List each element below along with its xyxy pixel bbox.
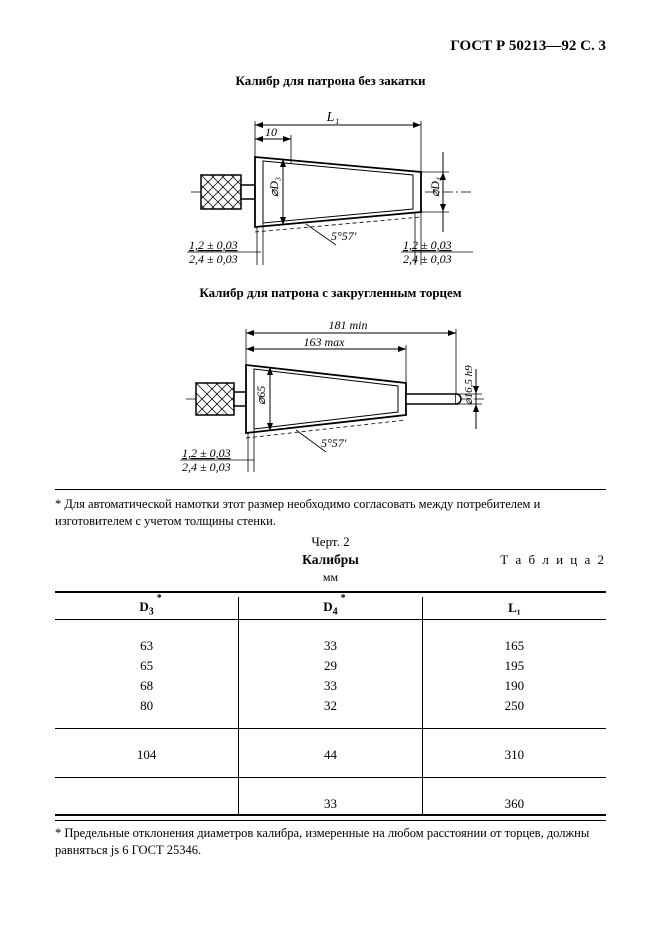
table-label: Т а б л и ц а 2 [500, 552, 606, 568]
table-row: 6529195 [55, 656, 606, 676]
fig1-caption: Калибр для патрона без закатки [55, 73, 606, 89]
fig1-D3: ⌀D₃ [267, 177, 281, 197]
chert-label: Черт. 2 [55, 534, 606, 550]
fig1-tol-tl: 1,2 ± 0,03 [189, 238, 238, 252]
fig1-drawing: L₁ 10 ⌀D₃ ⌀D₄ 5°57′ 1,2 ± 0,03 2,4 ± 0,0… [55, 97, 606, 277]
fig1-D4: ⌀D₄ [428, 177, 442, 197]
table-row: 6833190 [55, 676, 606, 696]
fig1-tol-br: 2,4 ± 0,03 [403, 252, 452, 266]
fig2-D165: ⌀16,5 h9 [463, 365, 475, 405]
col-l1: L₁ [422, 597, 606, 620]
fig2-tol-bl: 2,4 ± 0,03 [182, 460, 231, 474]
col-d3: D*3 [55, 597, 239, 620]
fig1-10: 10 [265, 125, 277, 139]
fig1-angle: 5°57′ [331, 229, 357, 243]
table-row: 10444310 [55, 745, 606, 765]
table-row: 6333165 [55, 636, 606, 656]
fig2-min: 181 min [328, 318, 367, 332]
table-unit: мм [55, 570, 606, 585]
table-row: 8032250 [55, 696, 606, 716]
fig1-L1: L₁ [325, 110, 339, 125]
fig2-caption: Калибр для патрона с закругленным торцем [55, 285, 606, 301]
doc-header: ГОСТ Р 50213—92 С. 3 [55, 38, 606, 55]
fig2-max: 163 max [303, 335, 345, 349]
table-row: 33360 [55, 794, 606, 815]
fig2-tol-tl: 1,2 ± 0,03 [182, 446, 231, 460]
fig1-tol-bl: 2,4 ± 0,03 [189, 252, 238, 266]
calibers-table: D*3 D*4 L₁ 6333165 6529195 6833190 80322… [55, 591, 606, 821]
table-footnote: * Предельные отклонения диаметров калибр… [55, 820, 606, 858]
fig2-D65: ⌀65 [254, 386, 268, 405]
fig1-tol-tr: 1,2 ± 0,03 [403, 238, 452, 252]
fig2-drawing: 181 min 163 max ⌀65 ⌀16,5 h9 5°57′ 1,2 ±… [55, 309, 606, 479]
col-d4: D*4 [239, 597, 423, 620]
fig-footnote: * Для автоматической намотки этот размер… [55, 489, 606, 530]
fig2-angle: 5°57′ [321, 436, 347, 450]
